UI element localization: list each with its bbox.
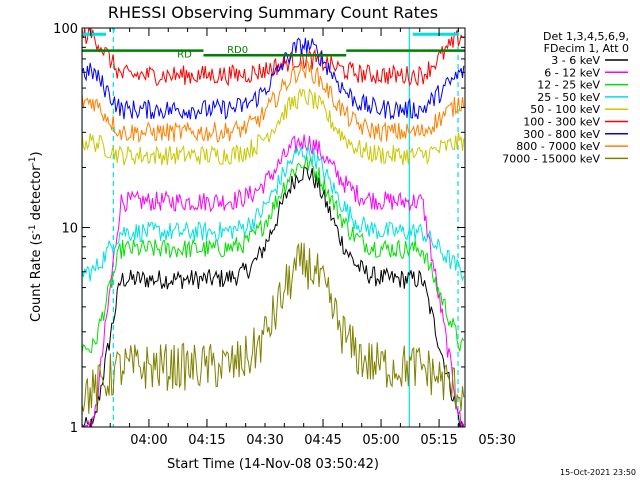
legend: Det 1,3,4,5,6,9, FDecim 1, Att 0 3 - 6 k… bbox=[502, 30, 629, 165]
series-line-2 bbox=[82, 155, 465, 354]
series-100to300keV-group bbox=[82, 28, 464, 87]
series-800to7000keV-group bbox=[82, 58, 465, 144]
legend-label-4: 50 - 100 keV bbox=[530, 103, 600, 116]
legend-label-8: 7000 - 15000 keV bbox=[502, 152, 600, 165]
series-3to6keV-group bbox=[82, 165, 465, 427]
x-tick-label-0500: 05:00 bbox=[362, 433, 399, 448]
legend-header-line2: FDecim 1, Att 0 bbox=[544, 42, 629, 55]
legend-label-0: 3 - 6 keV bbox=[551, 54, 600, 67]
series-line-1 bbox=[82, 134, 465, 427]
series-line-7 bbox=[82, 58, 465, 144]
footer-date: 15-Oct-2021 23:50 bbox=[560, 468, 636, 477]
x-tick-label-0415: 04:15 bbox=[188, 433, 225, 448]
plot-inner: N RD RD0 bbox=[82, 24, 465, 427]
series-300to800keV-group bbox=[82, 37, 465, 121]
x-tick-label-0530: 05:30 bbox=[478, 433, 515, 448]
y-tick-label-100: 100 bbox=[53, 22, 78, 37]
annotation-rd: RD bbox=[177, 50, 192, 61]
series-12to25keV-group bbox=[82, 155, 465, 354]
series-6to12keV-group bbox=[82, 134, 465, 427]
annotation-rd0: RD0 bbox=[227, 45, 248, 56]
chart-title: RHESSI Observing Summary Count Rates bbox=[108, 3, 438, 22]
legend-label-6: 300 - 800 keV bbox=[523, 128, 600, 141]
legend-label-7: 800 - 7000 keV bbox=[516, 140, 600, 153]
x-tick-label-0515: 05:15 bbox=[420, 433, 457, 448]
series-line-4 bbox=[82, 87, 465, 166]
plot-area: N RD RD0 bbox=[82, 24, 465, 427]
series-line-3 bbox=[82, 144, 465, 282]
x-axis-label: Start Time (14-Nov-08 03:50:42) bbox=[167, 457, 379, 472]
series-line-0 bbox=[82, 165, 465, 427]
legend-label-3: 25 - 50 keV bbox=[537, 91, 600, 104]
axes: 1 10 100 04:00 04:15 04:30 04:45 05:00 05:15 05:3… bbox=[53, 22, 516, 448]
series-50to100keV-group bbox=[82, 87, 465, 166]
x-tick-label-0445: 04:45 bbox=[304, 433, 341, 448]
legend-header-line1: Det 1,3,4,5,6,9, bbox=[543, 30, 629, 43]
y-axis-label: Count Rate (s-1 detector-1) bbox=[28, 151, 44, 322]
series-line-5 bbox=[82, 28, 464, 87]
y-tick-label-1: 1 bbox=[70, 421, 78, 436]
series-line-8 bbox=[82, 242, 465, 414]
annotation-n: N bbox=[108, 24, 115, 35]
legend-label-5: 100 - 300 keV bbox=[523, 116, 600, 129]
series-7000to15000keV-group bbox=[82, 242, 465, 414]
series-25to50keV-group bbox=[82, 144, 465, 282]
legend-label-2: 12 - 25 keV bbox=[537, 79, 600, 92]
series-line-6 bbox=[82, 37, 465, 121]
x-tick-label-0400: 04:00 bbox=[130, 433, 167, 448]
x-tick-label-0430: 04:30 bbox=[246, 433, 283, 448]
y-tick-label-10: 10 bbox=[61, 222, 78, 237]
legend-label-1: 6 - 12 keV bbox=[544, 66, 600, 79]
